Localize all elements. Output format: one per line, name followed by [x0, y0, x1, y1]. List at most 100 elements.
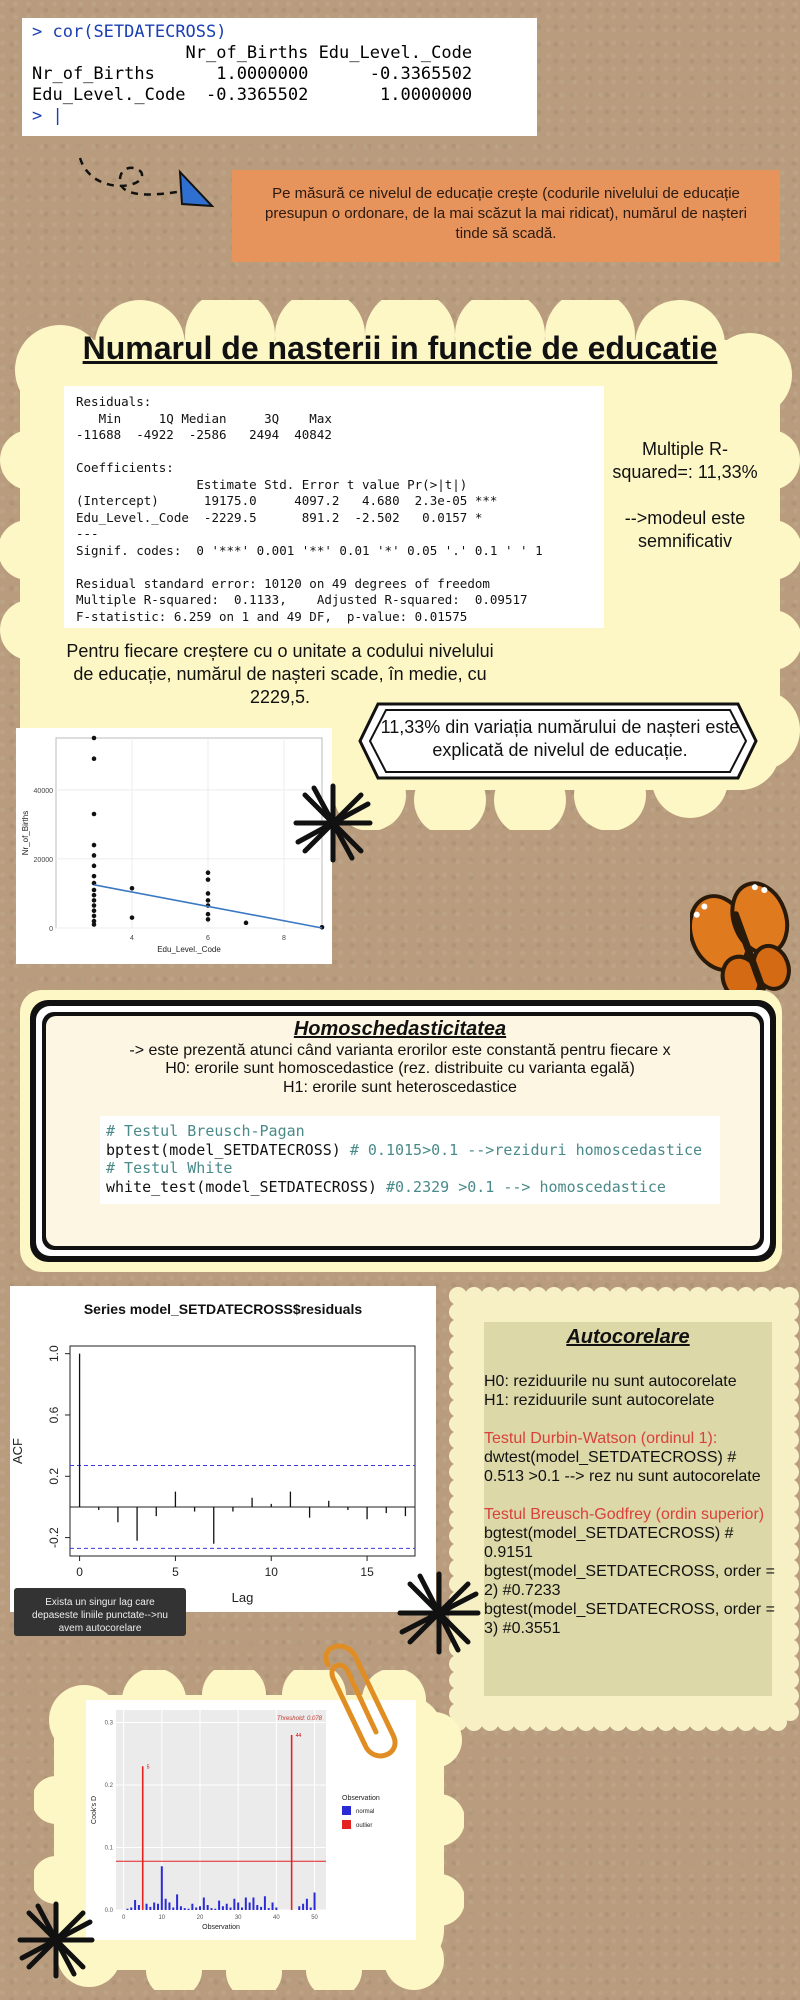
regression-line: Estimate Std. Error t value Pr(>|t|)	[76, 476, 468, 492]
regression-line: F-statistic: 6.259 on 1 and 49 DF, p-val…	[76, 608, 468, 624]
y-tick-label: -0.2	[47, 1527, 61, 1548]
coefficient-interpretation: Pentru fiecare creștere cu o unitate a c…	[66, 641, 494, 707]
code-white-note: #0.2329 >0.1 --> homoscedastice	[376, 1177, 666, 1196]
scatter-plot: 4 6 8 0 20000 40000 Edu_Level._Code Nr_of_Birth…	[21, 735, 325, 954]
x-tick-label: 30	[235, 1915, 242, 1921]
auto-h1: H1: reziduurile sunt autocorelate	[484, 1392, 715, 1409]
dashed-arrow-icon	[78, 157, 215, 208]
x-tick-label: 10	[265, 1565, 279, 1579]
homo-definition: -> este prezentă atunci când varianta er…	[129, 1042, 671, 1059]
data-point	[91, 898, 97, 903]
data-point	[205, 917, 211, 922]
data-point	[91, 908, 97, 914]
data-point	[243, 920, 249, 926]
butterfly-icon	[690, 881, 791, 1002]
durbin-watson-title: Testul Durbin-Watson (ordinul 1):	[484, 1430, 718, 1447]
autocorrelation-panel	[484, 1322, 772, 1696]
regression-output-text: Residuals: Min 1Q Median 3Q Max -11688 -…	[76, 394, 592, 625]
r-console: > cor(SETDATECROSS) Nr_of_Births Edu_Lev…	[22, 18, 537, 136]
r-squared-value: Multiple R-squared=: 11,33%	[612, 439, 758, 482]
auto-h0: H0: reziduurile nu sunt autocorelate	[484, 1373, 737, 1390]
asterisk-icon	[397, 1571, 481, 1655]
y-tick-label: 0	[49, 926, 53, 933]
breusch-godfrey-title: Testul Breusch-Godfrey (ordin superior)	[484, 1506, 765, 1523]
code-comment-white: # Testul White	[106, 1159, 233, 1177]
data-point	[205, 877, 211, 882]
y-tick-label: 0.0	[105, 1908, 114, 1914]
regression-line: Residuals:	[76, 394, 152, 409]
x-tick-label: 40	[273, 1915, 280, 1921]
console-command: cor(SETDATECROSS)	[52, 22, 227, 42]
console-row-births: Nr_of_Births 1.0000000 -0.3365502	[32, 64, 473, 84]
data-point	[91, 873, 97, 879]
console-input-prompt[interactable]: > |	[32, 106, 63, 126]
x-tick-label: 4	[130, 935, 134, 942]
plot-frame	[69, 1345, 416, 1557]
homo-h1: H1: erorile sunt heteroscedastice	[283, 1079, 517, 1096]
correlation-interpretation-note: Pe măsură ce nivelul de educație crește …	[232, 170, 780, 262]
homo-h0: H0: erorile sunt homoscedastice (rez. di…	[165, 1060, 635, 1077]
section-title-births-education: Numarul de nasterii in functie de educat…	[82, 330, 718, 366]
acf-plot-panel: Series model_SETDATECROSS$residuals 0 5 10 1…	[10, 1286, 436, 1612]
regression-line: -11688 -4922 -2586 2494 40842	[76, 427, 332, 442]
asterisk-icon	[17, 1901, 95, 1979]
regression-line: Min 1Q Median 3Q Max	[76, 410, 332, 426]
homo-title: Homoschedasticitatea	[293, 1018, 507, 1040]
code-comment-bp: # Testul Breusch-Pagan	[106, 1122, 305, 1140]
y-tick-label: 0.3	[105, 1721, 114, 1727]
data-point	[91, 903, 97, 908]
x-tick-label: 0	[76, 1565, 83, 1579]
homo-code-block: # Testul Breusch-Pagan bptest(model_SETD…	[100, 1116, 720, 1204]
paperclip-icon	[323, 1643, 398, 1759]
threshold-label: Threshold: 0.078	[277, 1716, 323, 1722]
legend-swatch	[342, 1820, 351, 1829]
data-point	[91, 918, 97, 924]
legend-swatch	[342, 1806, 351, 1815]
ribbon-banner	[358, 702, 758, 780]
regression-line: ---	[76, 526, 99, 541]
y-axis-label: Nr_of_Births	[21, 811, 30, 855]
legend-label: outlier	[356, 1823, 372, 1829]
regression-line: Multiple R-squared: 0.1133, Adjusted R-s…	[76, 592, 528, 607]
x-axis-label: Lag	[232, 1590, 254, 1605]
y-tick-label: 0.2	[47, 1468, 61, 1485]
y-tick-label: 0.1	[105, 1846, 114, 1852]
data-point	[91, 842, 97, 848]
data-point	[91, 922, 97, 927]
data-point	[91, 853, 97, 858]
console-row-edu: Edu_Level._Code -0.3365502 1.0000000	[32, 85, 473, 105]
asterisk-icon	[293, 783, 373, 863]
data-point	[91, 887, 97, 893]
data-point	[129, 885, 135, 891]
data-point	[205, 911, 211, 917]
regression-line: Signif. codes: 0 '***' 0.001 '**' 0.01 '…	[76, 542, 543, 558]
x-tick-label: 5	[172, 1565, 179, 1579]
bgtest-order3: bgtest(model_SETDATECROSS, order = 3) #0…	[484, 1601, 775, 1637]
y-axis-label: ACF	[10, 1438, 25, 1464]
y-axis-label: Cook's D	[91, 1796, 98, 1824]
x-tick-label: 15	[360, 1565, 374, 1579]
regression-line: Coefficients:	[76, 460, 174, 475]
cooks-distance-plot: 0.0 0.1 0.2 0.3 0 10 20 30 40 50 5 44 Threshold: 0.0…	[91, 1710, 380, 1931]
regression-summary: Residuals: Min 1Q Median 3Q Max -11688 -…	[64, 386, 604, 628]
data-point	[91, 892, 97, 898]
durbin-watson-body: dwtest(model_SETDATECROSS) # 0.513 >0.1 …	[484, 1449, 761, 1485]
plot-area	[116, 1710, 326, 1910]
autocorrelation-title: Autocorelare	[566, 1326, 690, 1348]
y-tick-label: 20000	[34, 857, 54, 864]
chart-title: Series model_SETDATECROSS$residuals	[84, 1301, 362, 1317]
bgtest-order1: bgtest(model_SETDATECROSS) # 0.9151	[484, 1525, 734, 1561]
x-tick-label: 50	[311, 1915, 318, 1921]
data-point	[91, 913, 97, 919]
data-point	[205, 898, 211, 903]
legend-title: Observation	[342, 1795, 380, 1802]
console-header: Nr_of_Births Edu_Level._Code	[32, 43, 473, 63]
regression-line: Edu_Level._Code -2229.5 891.2 -2.502 0.0…	[76, 509, 483, 525]
plot-area	[55, 737, 323, 929]
y-tick-label: 0.6	[47, 1406, 61, 1423]
x-tick-label: 20	[197, 1915, 204, 1921]
autocorrelation-body: H0: reziduurile nu sunt autocorelate H1: …	[484, 1372, 776, 1657]
y-tick-label: 1.0	[47, 1345, 61, 1362]
y-tick-label: 0.2	[105, 1783, 114, 1789]
regression-line: Residual standard error: 10120 on 49 deg…	[76, 575, 490, 591]
